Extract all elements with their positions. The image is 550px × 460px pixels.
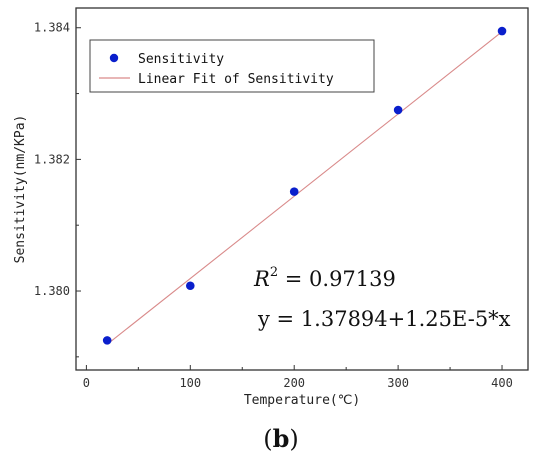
fit-equation-annotation: y = 1.37894+1.25E-5*x — [257, 307, 511, 331]
figure-caption: (b) — [263, 424, 299, 453]
fit-line-group — [106, 31, 503, 345]
y-axis-title: Sensitivity(nm/KPa) — [13, 115, 28, 264]
x-tick-label: 0 — [83, 376, 90, 390]
x-axis-title: Temperature(℃) — [244, 393, 360, 408]
plot-frame — [75, 7, 529, 371]
caption-close-paren: ) — [289, 425, 298, 453]
sensitivity-point — [102, 336, 112, 345]
legend: Sensitivity Linear Fit of Sensitivity — [89, 39, 375, 93]
r-squared-symbol: R — [253, 267, 270, 291]
y-tick-label: 1.382 — [34, 152, 70, 166]
legend-marker-sensitivity — [109, 53, 119, 63]
x-tick-label: 200 — [283, 376, 305, 390]
legend-label-sensitivity: Sensitivity — [138, 52, 224, 67]
caption-letter: b — [273, 424, 290, 453]
r-squared-value: = 0.97139 — [278, 267, 396, 291]
legend-label-fit: Linear Fit of Sensitivity — [138, 72, 334, 87]
r-squared-annotation: R2 = 0.97139 — [253, 265, 396, 291]
r-squared-exponent: 2 — [270, 265, 278, 280]
caption-open-paren: ( — [263, 425, 272, 453]
svg-text:R2 = 0.97139: R2 = 0.97139 — [253, 265, 396, 291]
y-axis-ticks: 1.380 1.382 1.384 — [34, 21, 81, 358]
y-tick-label: 1.384 — [34, 21, 70, 35]
sensitivity-point — [289, 187, 299, 196]
legend-box — [89, 39, 375, 93]
y-tick-label: 1.380 — [34, 284, 70, 298]
sensitivity-point — [497, 26, 507, 36]
data-points-group — [102, 26, 507, 345]
sensitivity-point — [185, 281, 195, 291]
x-tick-label: 300 — [387, 376, 409, 390]
x-axis-ticks: 0 100 200 300 400 — [83, 365, 513, 390]
x-tick-label: 100 — [179, 376, 201, 390]
linear-fit-line — [106, 31, 503, 345]
x-tick-label: 400 — [491, 376, 513, 390]
sensitivity-point — [393, 105, 403, 115]
